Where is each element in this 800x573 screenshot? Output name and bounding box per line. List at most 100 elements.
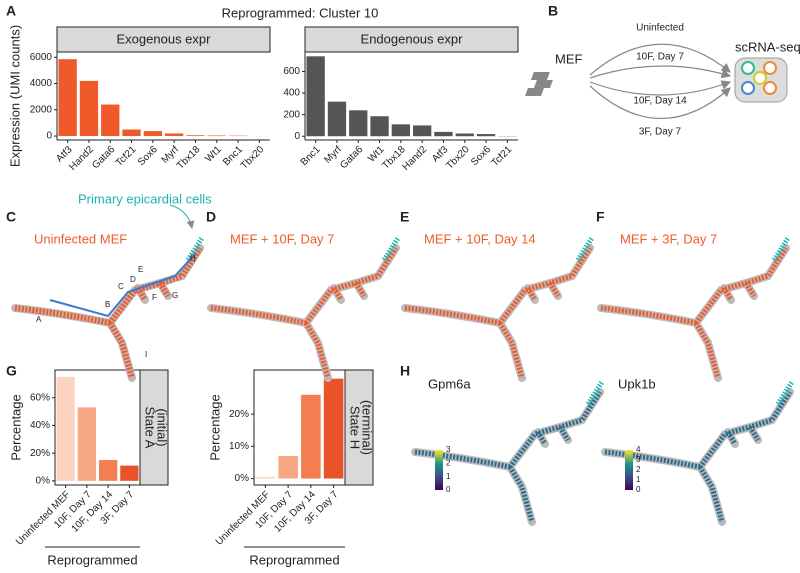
trajectory-cells — [404, 305, 501, 326]
colorbar-tick: 0 — [446, 485, 451, 494]
y-tick-label: 0 — [46, 131, 52, 142]
cell-icon — [525, 88, 544, 96]
strip — [344, 369, 374, 486]
x-tick-label: Tcf21 — [490, 144, 515, 169]
droplet — [741, 61, 755, 75]
panel-letter: C — [6, 209, 16, 225]
bar — [476, 134, 496, 137]
trajectory — [401, 236, 595, 382]
arrow-label: 10F, Day 14 — [633, 96, 687, 107]
y-axis-label: Expression (UMI counts) — [7, 25, 22, 167]
arrow-label: Uninfected — [636, 23, 684, 34]
trajectory-cells — [547, 281, 561, 298]
trajectory-branch — [302, 244, 400, 327]
arrow — [589, 43, 731, 76]
condition-label: MEF + 10F, Day 14 — [424, 231, 536, 246]
x-tick-label: Hand2 — [401, 144, 430, 173]
branch-label: B — [105, 300, 110, 309]
trajectory-branch — [696, 388, 794, 471]
epicardial-cells — [771, 236, 791, 262]
panel-letter: B — [548, 3, 558, 19]
bar — [434, 131, 453, 137]
epicardial-cells — [585, 380, 605, 406]
y-axis-label: Percentage — [8, 394, 23, 461]
trajectory-cells — [414, 449, 511, 470]
branch-label: G — [172, 291, 178, 300]
strip — [139, 369, 169, 486]
x-tick-label: Gata6 — [90, 144, 117, 171]
arrow-label: 3F, Day 7 — [639, 127, 682, 138]
trajectory-branch — [496, 244, 594, 327]
trajectory-cells — [107, 321, 135, 379]
branch-label: F — [152, 293, 157, 302]
branch-label: C — [118, 282, 124, 291]
colorbar-tick: 1 — [636, 475, 641, 484]
strip-label: Endogenous expr — [361, 31, 464, 46]
bar — [278, 456, 298, 479]
bar — [207, 135, 226, 137]
y-tick-label: 40% — [30, 420, 50, 431]
branch-label: E — [138, 265, 143, 274]
branch-label: H — [190, 254, 196, 263]
y-tick-label: 0 — [294, 131, 300, 142]
y-tick-label: 20% — [30, 448, 50, 459]
trajectory-cells — [693, 321, 721, 379]
droplet — [763, 81, 777, 95]
trajectory-cells — [14, 305, 111, 326]
y-tick-label: 6000 — [30, 52, 53, 63]
y-axis-label: Percentage — [207, 394, 222, 461]
x-tick-label: Tbx18 — [175, 144, 203, 172]
bar — [98, 460, 118, 481]
arrow — [589, 85, 731, 120]
y-tick-label: 10% — [229, 441, 249, 452]
y-tick-label: 200 — [283, 109, 300, 120]
trajectory-cells — [525, 286, 538, 302]
colorbar-tick: 2 — [446, 458, 451, 467]
panel-letter: E — [400, 209, 409, 225]
x-axis-label: Reprogrammed — [249, 552, 339, 567]
colorbar-tick: 0 — [636, 485, 641, 494]
bar — [412, 125, 432, 137]
trajectory — [601, 380, 795, 526]
panel-letter: A — [6, 3, 16, 19]
annotation-arrow — [169, 204, 195, 229]
y-tick-label: 0% — [36, 475, 51, 486]
trajectory — [207, 236, 401, 382]
cell-icon — [530, 72, 550, 80]
epicardial-cells — [185, 236, 205, 262]
x-tick-label: Tcf21 — [114, 144, 139, 169]
x-tick-label: Hand2 — [67, 144, 96, 173]
trajectory-cells — [535, 430, 548, 446]
y-tick-label: 600 — [283, 66, 300, 77]
branch-label: I — [145, 350, 147, 359]
bar — [186, 135, 205, 137]
strip-label: (terminal) — [360, 400, 375, 455]
colorbar-tick: 4 — [636, 445, 641, 454]
trajectory — [11, 236, 205, 382]
bar — [58, 59, 77, 137]
bar — [101, 104, 120, 137]
droplet — [753, 71, 767, 85]
trajectory-cells — [557, 425, 571, 442]
trajectory-cells — [725, 430, 738, 446]
trajectory-cells — [210, 305, 307, 326]
epicardial-cells — [775, 380, 795, 406]
bar — [301, 394, 321, 479]
trajectory-cells — [353, 281, 367, 298]
gene-label: Gpm6a — [428, 376, 471, 391]
colorbar-tick: 2 — [636, 465, 641, 474]
arrow — [589, 65, 732, 79]
x-axis-label: Reprogrammed — [47, 552, 137, 567]
node-label: MEF — [555, 51, 583, 66]
bar — [455, 133, 474, 137]
bar — [77, 407, 97, 481]
branch-label: D — [130, 275, 136, 284]
condition-label: MEF + 10F, Day 7 — [230, 231, 334, 246]
trajectory-cells — [497, 321, 525, 379]
colorbar — [625, 450, 633, 490]
y-tick-label: 20% — [229, 409, 249, 420]
y-tick-label: 60% — [30, 392, 50, 403]
trajectory-cells — [697, 465, 725, 523]
trajectory — [411, 380, 605, 526]
bar — [164, 133, 184, 137]
